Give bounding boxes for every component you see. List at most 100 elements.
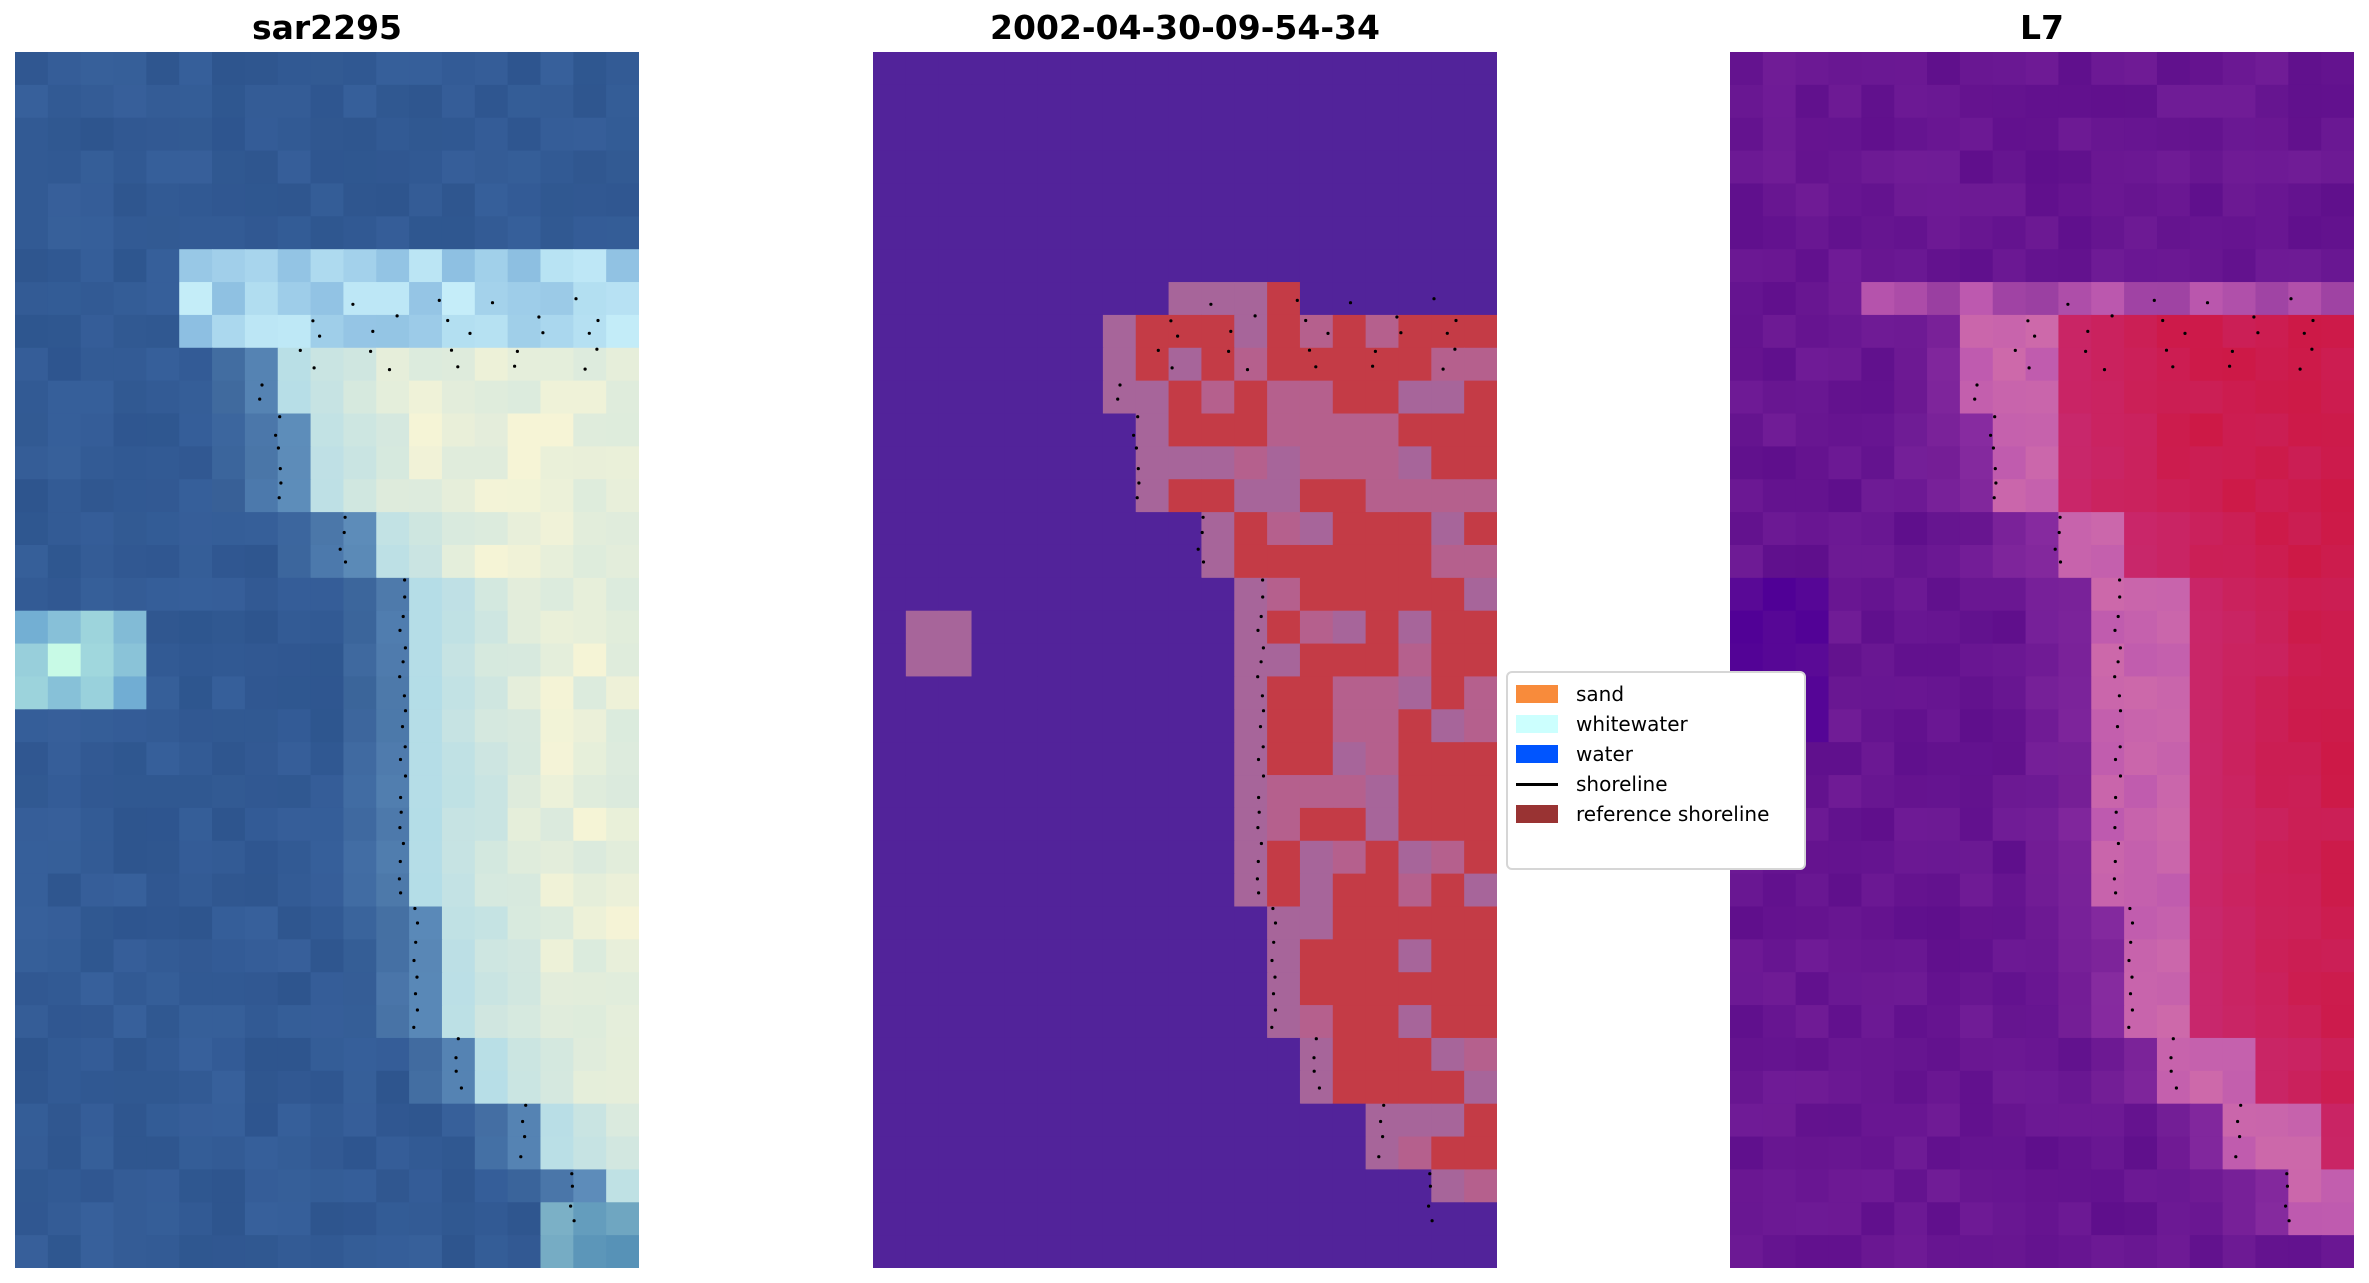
class-pixel: [873, 906, 907, 940]
l7-pixel: [1992, 446, 2027, 480]
l7-pixel: [1861, 643, 1895, 678]
pixel: [80, 1136, 115, 1170]
class-pixel: [905, 840, 940, 875]
class-pixel: [971, 1136, 1005, 1170]
pixel: [179, 610, 213, 645]
pixel: [573, 84, 607, 119]
shoreline-point: [1259, 841, 1263, 846]
l7-pixel: [1992, 1103, 2027, 1138]
pixel: [376, 347, 410, 382]
shoreline-point: [298, 348, 302, 352]
pixel: [15, 939, 49, 973]
class-pixel: [1464, 216, 1497, 250]
class-pixel: [1365, 610, 1400, 645]
pixel: [540, 1037, 574, 1072]
shoreline-point: [1348, 301, 1353, 305]
l7-pixel: [2124, 1169, 2158, 1203]
class-pixel: [1102, 906, 1137, 940]
class-pixel: [1299, 446, 1334, 480]
shoreline-point: [1428, 1184, 1432, 1188]
shoreline-point: [1116, 397, 1120, 401]
pixel: [113, 676, 147, 710]
l7-pixel: [2189, 840, 2224, 875]
class-pixel: [1431, 1169, 1465, 1203]
l7-pixel: [2189, 742, 2224, 776]
pixel: [606, 216, 639, 250]
l7-pixel: [2321, 709, 2354, 743]
class-pixel: [1234, 1202, 1268, 1236]
class-pixel: [1299, 479, 1334, 513]
l7-pixel: [2058, 873, 2092, 908]
l7-pixel: [1730, 939, 1764, 973]
class-pixel: [1004, 1202, 1038, 1236]
class-pixel: [873, 1037, 907, 1072]
class-pixel: [1135, 709, 1170, 743]
l7-pixel: [1894, 380, 1928, 415]
pixel: [441, 709, 476, 743]
l7-pixel: [2288, 183, 2322, 217]
l7-pixel: [2156, 1005, 2191, 1039]
class-pixel: [1168, 512, 1203, 546]
pixel: [80, 413, 115, 447]
l7-pixel: [1828, 84, 1862, 119]
class-pixel: [971, 1005, 1005, 1039]
class-pixel: [1102, 314, 1137, 349]
class-pixel: [1201, 216, 1235, 250]
pixel: [441, 610, 476, 645]
shoreline-point: [397, 877, 401, 881]
pixel: [474, 150, 509, 185]
shoreline-point: [387, 368, 392, 372]
l7-pixel: [1894, 1070, 1928, 1105]
l7-pixel: [2124, 282, 2158, 316]
pixel: [146, 84, 180, 119]
l7-pixel: [2091, 807, 2125, 842]
pixel: [179, 1037, 213, 1072]
l7-pixel: [1762, 1136, 1797, 1170]
pixel: [212, 939, 246, 973]
l7-pixel: [2058, 1070, 2092, 1105]
l7-pixel: [1828, 1037, 1862, 1072]
l7-pixel: [1828, 544, 1862, 579]
pixel: [146, 610, 180, 645]
class-pixel: [1234, 840, 1268, 875]
pixel: [376, 150, 410, 185]
shoreline-point: [343, 515, 347, 519]
class-pixel: [971, 1037, 1005, 1072]
pixel: [343, 117, 377, 152]
l7-pixel: [1959, 577, 1994, 612]
shoreline-point: [2128, 992, 2133, 996]
shoreline-point: [1257, 810, 1261, 814]
l7-pixel: [1795, 1136, 1830, 1170]
class-pixel: [1201, 413, 1235, 447]
pixel: [409, 314, 443, 349]
pixel: [376, 216, 410, 250]
shoreline-point: [412, 1025, 416, 1029]
class-pixel: [971, 544, 1005, 579]
l7-pixel: [2255, 380, 2289, 415]
l7-pixel: [1795, 512, 1830, 546]
pixel: [113, 873, 147, 908]
class-pixel: [873, 676, 907, 710]
l7-pixel: [1861, 775, 1895, 809]
l7-pixel: [1959, 479, 1994, 513]
l7-pixel: [1861, 972, 1895, 1006]
l7-pixel: [2124, 249, 2158, 283]
pixel: [47, 1037, 82, 1072]
l7-pixel: [1828, 314, 1862, 349]
class-pixel: [938, 347, 973, 382]
class-pixel: [971, 314, 1005, 349]
class-pixel: [1332, 1070, 1367, 1105]
class-pixel: [873, 775, 907, 809]
l7-pixel: [2091, 972, 2125, 1006]
l7-pixel: [1762, 610, 1797, 645]
shoreline-point: [456, 1037, 460, 1041]
pixel: [244, 1037, 279, 1072]
pixel: [15, 840, 49, 875]
pixel: [474, 972, 509, 1006]
class-pixel: [905, 1037, 940, 1072]
class-pixel: [1201, 775, 1235, 809]
class-pixel: [1299, 643, 1334, 678]
l7-pixel: [2091, 1037, 2125, 1072]
pixel: [277, 577, 312, 612]
pixel: [409, 676, 443, 710]
